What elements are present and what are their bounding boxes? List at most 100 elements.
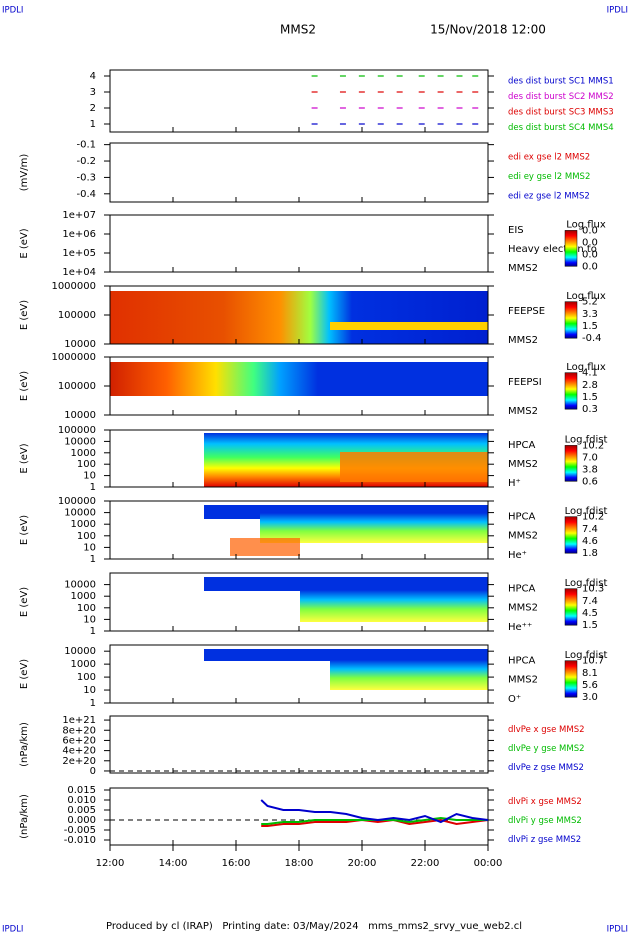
y-axis-label: E (eV) <box>19 659 30 689</box>
colorbar-tick-label: 10.3 <box>582 584 604 595</box>
y-tick-label: -0.010 <box>64 835 96 846</box>
y-tick-label: 1000000 <box>51 281 96 292</box>
legend-entry: edi ey gse l2 MMS2 <box>508 172 590 182</box>
colorbar-title: Log fdist <box>565 506 608 517</box>
legend-entry: dlvPi x gse MMS2 <box>508 797 582 807</box>
y-tick-label: 100000 <box>58 425 96 436</box>
colorbar-tick-label: 0.0 <box>582 237 598 248</box>
colorbar <box>564 445 578 482</box>
y-tick-label: 1e+06 <box>62 229 96 240</box>
colorbar <box>564 588 578 626</box>
y-tick-label: 2 <box>90 103 96 114</box>
corner-tag: IPDLI <box>2 6 23 16</box>
panel-label: HPCA <box>508 511 536 522</box>
colorbar-tick-label: 3.8 <box>582 464 598 475</box>
y-tick-label: 4e+20 <box>62 746 96 757</box>
colorbar-tick-label: 7.0 <box>582 452 598 463</box>
legend-entry: des dist burst SC3 MMS3 <box>508 107 614 117</box>
y-axis-label: (mV/m) <box>19 154 30 192</box>
panel-label: HPCA <box>508 440 536 451</box>
heplus-low <box>230 538 300 556</box>
y-tick-label: 8e+20 <box>62 725 96 736</box>
y-tick-label: 10 <box>83 471 96 482</box>
colorbar-tick-label: 3.0 <box>582 692 598 703</box>
y-tick-label: 10 <box>83 542 96 553</box>
y-tick-label: -0.3 <box>76 172 96 183</box>
y-tick-label: 1 <box>90 119 96 130</box>
y-axis-label: (nPa/km) <box>19 794 30 839</box>
corner-tag: IPDLI <box>607 6 628 16</box>
colorbar <box>564 516 578 554</box>
colorbar-tick-label: 4.6 <box>582 536 598 547</box>
colorbar-title: Log flux <box>566 291 606 302</box>
y-tick-label: 4 <box>90 71 96 82</box>
colorbar-tick-label: 8.1 <box>582 668 598 679</box>
oplus-fill <box>330 660 488 690</box>
colorbar-tick-label: 0.0 <box>582 261 598 272</box>
y-axis-label: E (eV) <box>19 587 30 617</box>
legend-entry: edi ez gse l2 MMS2 <box>508 192 590 202</box>
colorbar-tick-label: 1.5 <box>582 620 598 631</box>
y-axis-label: E (eV) <box>19 443 30 473</box>
x-tick-label: 00:00 <box>474 858 503 869</box>
y-tick-label: 1e+04 <box>62 267 96 278</box>
panel-label: He⁺⁺ <box>508 622 532 633</box>
y-tick-label: 1e+05 <box>62 248 96 259</box>
hplus-ion <box>340 452 488 482</box>
panel-label: O⁺ <box>508 694 521 705</box>
colorbar-title: Log flux <box>566 220 606 231</box>
legend-entry: des dist burst SC1 MMS1 <box>508 76 614 86</box>
panel-label: HPCA <box>508 655 536 666</box>
colorbar-tick-label: 7.4 <box>582 596 598 607</box>
panel-label: HPCA <box>508 583 536 594</box>
y-tick-label: 1 <box>90 554 96 565</box>
colorbar-tick-label: -0.4 <box>582 333 602 344</box>
series-line <box>260 799 489 824</box>
y-tick-label: 1 <box>90 626 96 637</box>
y-tick-label: 1000 <box>71 659 96 670</box>
y-tick-label: 3 <box>90 87 96 98</box>
y-tick-label: 10 <box>83 614 96 625</box>
panel-label: H⁺ <box>508 478 521 489</box>
colorbar-tick-label: 1.5 <box>582 321 598 332</box>
y-tick-label: 1 <box>90 698 96 709</box>
hepp-fill <box>300 590 488 622</box>
panel-label: MMS2 <box>508 603 538 614</box>
panel-label: MMS2 <box>508 675 538 686</box>
panel-frame <box>109 69 489 133</box>
x-tick-label: 14:00 <box>159 858 188 869</box>
y-axis-label: E (eV) <box>19 300 30 330</box>
y-tick-label: 2e+20 <box>62 756 96 767</box>
colorbar-tick-label: 0.0 <box>582 249 598 260</box>
y-tick-label: 10000 <box>64 580 96 591</box>
panel-frame <box>109 142 489 203</box>
colorbar <box>564 301 578 339</box>
colorbar-tick-label: 7.4 <box>582 524 598 535</box>
y-axis-label: E (eV) <box>19 228 30 258</box>
colorbar-tick-label: 5.6 <box>582 680 598 691</box>
colorbar-tick-label: 0.3 <box>582 404 598 415</box>
colorbar-tick-label: 5.2 <box>582 297 598 308</box>
legend-entry: dlvPe y gse MMS2 <box>508 744 585 754</box>
colorbar <box>564 660 578 698</box>
panel-label: FEEPSI <box>508 377 542 388</box>
colorbar <box>564 372 578 410</box>
feepsi-fill <box>110 362 488 396</box>
y-tick-label: 6e+20 <box>62 735 96 746</box>
y-tick-label: 100000 <box>58 496 96 507</box>
panel-label: MMS2 <box>508 263 538 274</box>
y-tick-label: 1e+21 <box>62 715 96 726</box>
panel-label: Heavy electron to <box>508 244 597 255</box>
y-tick-label: 100 <box>77 603 96 614</box>
y-tick-label: 10 <box>83 685 96 696</box>
panel-label: MMS2 <box>508 406 538 417</box>
colorbar-tick-label: 10.2 <box>582 440 604 451</box>
y-tick-label: 1000000 <box>51 352 96 363</box>
panel-label: MMS2 <box>508 459 538 470</box>
y-tick-label: 100 <box>77 459 96 470</box>
y-tick-label: 10000 <box>64 508 96 519</box>
corner-tag: IPDLI <box>607 925 628 934</box>
colorbar-tick-label: 10.2 <box>582 512 604 523</box>
y-tick-label: 10000 <box>64 646 96 657</box>
legend-entry: dlvPe z gse MMS2 <box>508 763 584 773</box>
